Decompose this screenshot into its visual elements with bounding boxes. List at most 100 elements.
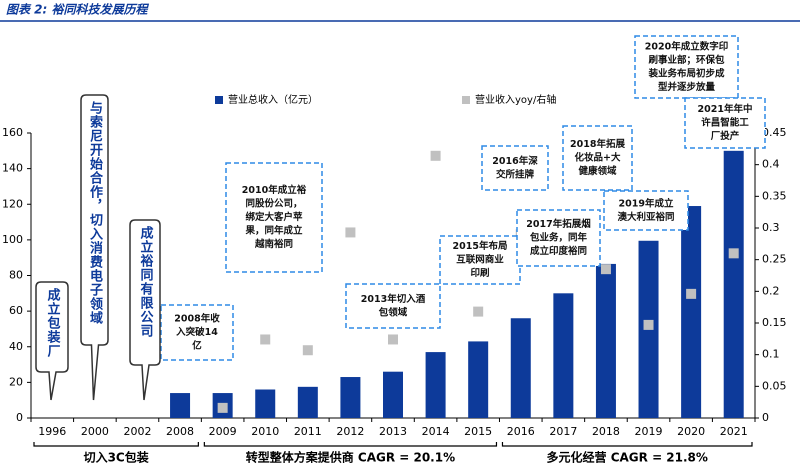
point [686,288,697,299]
annotation-text: 2016年深 [492,155,538,167]
x-tick-label: 2016 [507,425,535,438]
annotation-box [225,162,323,273]
x-tick-label: 1996 [38,425,66,438]
annotation-text: 入突破14 [175,326,218,338]
bar [681,206,702,418]
y2-tick-label: 0.35 [762,189,787,202]
y-tick-label: 0 [16,411,23,424]
annotation-text: 化妆品+大 [575,152,621,164]
y2-tick-label: 0.4 [762,158,780,171]
y-tick-label: 120 [2,197,23,210]
annotation-box [160,304,234,361]
y-tick-label: 160 [2,126,23,139]
point [260,334,271,345]
annotation-box [481,145,549,191]
bar [383,371,403,418]
annotation-text: 2015年布局 [453,240,508,252]
annotation-text: 果，同年成立 [244,225,303,237]
point [388,334,398,345]
annotation-text: 成立印度裕同 [530,245,587,257]
y2-tick-label: 0 [762,411,769,424]
annotation-text: 亿 [192,340,202,352]
annotation-text: 2021年年中 [698,103,753,115]
x-tick-label: 2013 [379,425,407,438]
y2-tick-label: 0.25 [762,253,787,266]
y-tick-label: 80 [9,269,23,282]
bar [255,389,276,418]
annotation-text: 2010年成立裕 [242,184,307,196]
annotation-text: 包业务，同年 [529,232,588,244]
y2-tick-label: 0.3 [762,221,780,234]
x-tick-label: 2002 [123,425,151,438]
annotation-box [562,125,633,191]
annotation-text: 印刷 [470,267,489,279]
x-tick-label: 2017 [549,425,577,438]
annotation-text: 交所挂牌 [496,168,535,180]
callout-text: 成立裕同有限公司 [138,225,155,338]
x-tick-label: 2014 [422,425,450,438]
bar [340,377,361,418]
legend-swatch [215,96,223,104]
annotation-text: 澳大利亚裕同 [617,211,674,223]
annotation-box [345,283,441,329]
chart-title: 图表 2: 裕同科技发展历程 [6,3,150,17]
annotation-text: 许昌智能工 [701,117,749,129]
bar [723,150,744,418]
callout-bubble [129,219,161,401]
y-tick-label: 140 [2,162,23,175]
phase-bracket [501,442,753,447]
annotation-text: 2017年拓展烟 [526,218,590,230]
annotation-text: 装业务布局初步成 [647,67,725,79]
legend-swatch [462,96,470,104]
annotation-text: 型并逐步放量 [658,81,716,93]
annotation-box [684,97,766,149]
annotation-text: 2008年收 [174,313,220,325]
annotation-text: 厂投产 [711,130,740,142]
point [643,319,654,330]
callout-bubble [80,94,109,401]
y-tick-label: 60 [9,304,23,317]
y2-tick-label: 0.1 [762,348,780,361]
y-tick-label: 40 [9,340,23,353]
x-tick-label: 2021 [720,425,748,438]
annotation-text: 2020年成立数字印 [645,40,728,52]
x-tick-label: 2020 [677,425,705,438]
y-tick-label: 100 [2,233,23,246]
annotation-text: 互联网商业 [456,254,504,266]
y2-tick-label: 0.2 [762,284,780,297]
callout-text: 成立包装厂 [45,287,62,358]
annotation-box [634,35,739,99]
point [728,248,739,259]
phase-label: 多元化经营 CAGR = 21.8% [547,450,708,465]
callout-bubble [35,281,69,401]
annotation-text: 包领域 [378,306,408,318]
bar [170,393,191,418]
bar [297,386,318,418]
point [473,306,484,317]
point [600,264,611,275]
annotation-text: 越南裕同 [254,238,293,250]
bar [595,263,616,418]
annotation-text: 同股份公司， [245,198,302,210]
y2-tick-label: 0.45 [762,126,787,139]
annotation-text: 健康领域 [578,165,617,177]
x-tick-label: 2009 [209,425,237,438]
annotation-text: 2018年拓展 [570,138,625,150]
annotation-text: 刷事业部；环保包 [648,54,725,66]
bar [553,293,574,418]
legend-label: 营业总收入（亿元） [228,93,318,106]
legend-label: 营业收入yoy/右轴 [475,93,556,106]
x-tick-label: 2011 [294,425,322,438]
y2-tick-label: 0.05 [762,379,787,392]
point [217,402,228,413]
point [430,150,441,161]
phase-label: 切入3C包装 [84,450,149,465]
phase-bracket [33,442,199,447]
y2-tick-label: 0.15 [762,316,787,329]
x-tick-label: 2008 [166,425,194,438]
phase-label: 转型整体方案提供商 CAGR = 20.1% [246,450,455,465]
y-tick-label: 20 [9,375,23,388]
bar [510,318,531,418]
point [302,345,313,356]
annotation-text: 绑定大客户苹 [245,211,303,223]
